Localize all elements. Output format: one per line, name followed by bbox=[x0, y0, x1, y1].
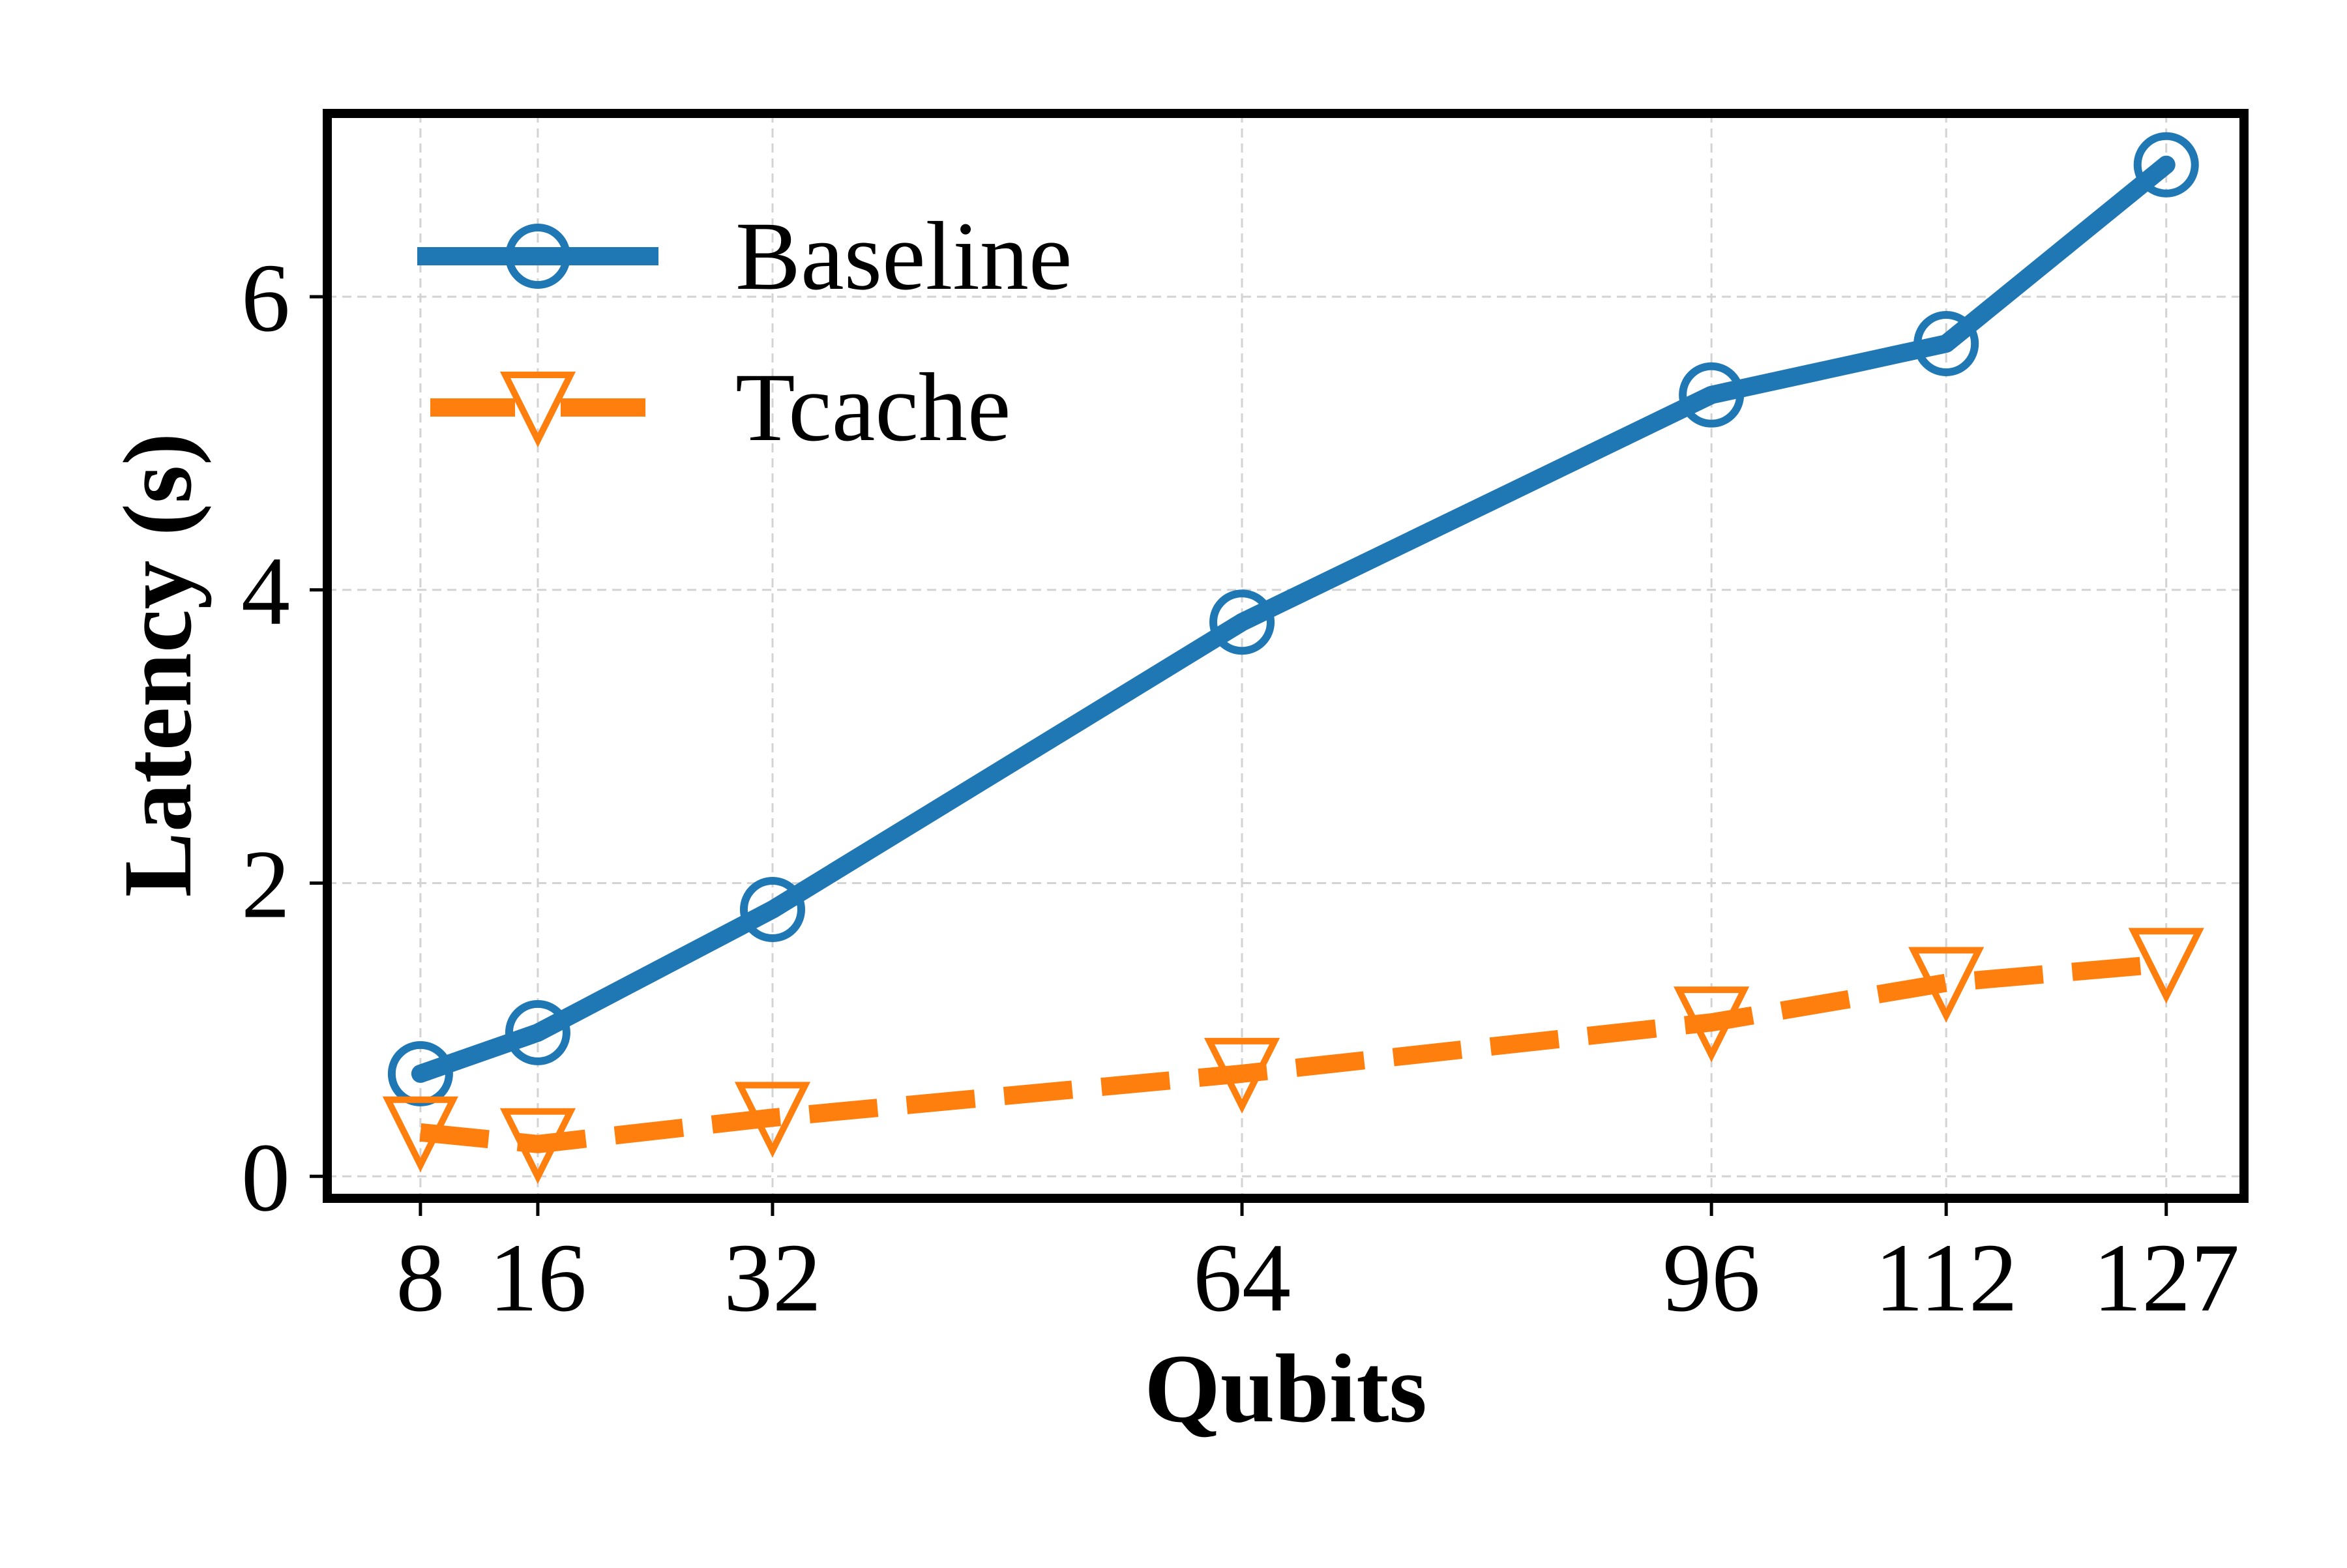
data-point-baseline bbox=[2133, 132, 2199, 198]
y-tick-label: 2 bbox=[241, 831, 290, 939]
y-axis-label: Latency (s) bbox=[104, 433, 212, 897]
series-line-baseline bbox=[411, 155, 2176, 1083]
data-point-tcache bbox=[1908, 947, 1985, 1023]
data-point-tcache bbox=[1674, 986, 1750, 1063]
plot-frame bbox=[323, 109, 2249, 1203]
legend-label-baseline: Baseline bbox=[735, 202, 1072, 310]
series-layer bbox=[382, 132, 2204, 1184]
series-tcache bbox=[382, 928, 2204, 1184]
legend-label-tcache: Tcache bbox=[735, 353, 1011, 462]
legend-entry-tcache: Tcache bbox=[430, 353, 1011, 462]
x-tick-label: 96 bbox=[1662, 1224, 1760, 1332]
x-tick-label: 32 bbox=[724, 1224, 821, 1332]
legend: Baseline Tcache bbox=[417, 202, 1072, 462]
data-point-baseline bbox=[739, 877, 805, 943]
x-tick-label: 64 bbox=[1193, 1224, 1291, 1332]
legend-marker-baseline bbox=[505, 224, 570, 289]
legend-marker-tcache bbox=[499, 372, 576, 448]
axis-ticks: 8 16 32 64 96 112 127 0 2 4 6 bbox=[241, 244, 2239, 1332]
x-tick-label: 16 bbox=[489, 1224, 587, 1332]
y-tick-label: 4 bbox=[241, 537, 290, 645]
grid bbox=[327, 113, 2244, 1198]
x-tick-label: 127 bbox=[2093, 1224, 2239, 1332]
data-point-baseline bbox=[505, 999, 570, 1065]
data-point-tcache bbox=[499, 1108, 576, 1184]
y-tick-label: 0 bbox=[241, 1123, 290, 1232]
data-point-baseline bbox=[1913, 311, 1979, 377]
x-tick-label: 8 bbox=[396, 1224, 445, 1332]
series-line-tcache bbox=[419, 954, 2167, 1153]
data-point-tcache bbox=[2128, 928, 2204, 1004]
x-axis-label: Qubits bbox=[1144, 1335, 1427, 1443]
data-point-baseline bbox=[1209, 589, 1275, 655]
data-point-baseline bbox=[1679, 362, 1745, 428]
y-tick-label: 6 bbox=[241, 244, 290, 352]
data-point-tcache bbox=[1203, 1037, 1280, 1114]
data-point-tcache bbox=[382, 1096, 458, 1172]
data-point-tcache bbox=[734, 1082, 811, 1158]
legend-entry-baseline: Baseline bbox=[417, 202, 1072, 310]
x-tick-label: 112 bbox=[1874, 1224, 2017, 1332]
series-baseline bbox=[387, 132, 2199, 1106]
